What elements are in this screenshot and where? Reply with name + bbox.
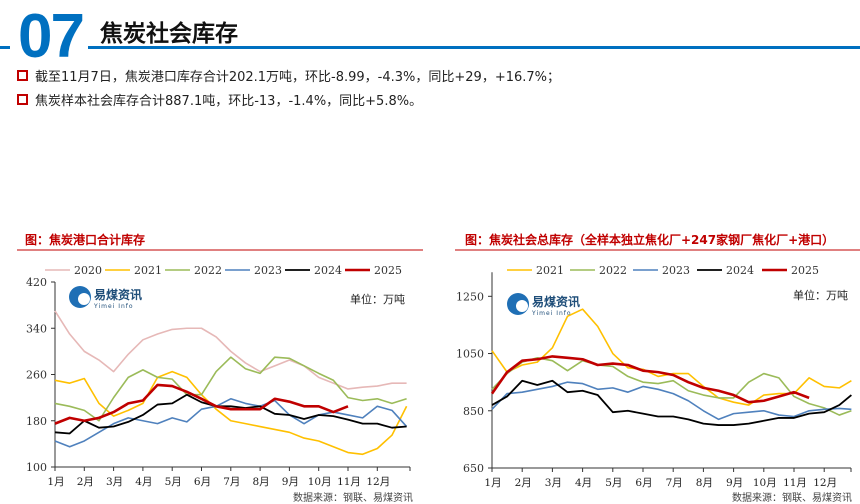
legend-label: 2020 bbox=[74, 264, 102, 277]
legend-label: 2021 bbox=[536, 264, 564, 277]
x-tick-label: 6月 bbox=[635, 477, 652, 489]
x-tick-label: 3月 bbox=[545, 477, 562, 489]
unit-label: 单位：万吨 bbox=[793, 288, 848, 302]
x-tick-label: 12月 bbox=[366, 476, 390, 488]
logo-subtext: Yimei Info bbox=[93, 303, 134, 310]
chart-title-left: 图：焦炭港口合计库存 bbox=[25, 233, 146, 247]
x-tick-label: 5月 bbox=[605, 477, 622, 489]
x-tick-label: 2月 bbox=[515, 477, 532, 489]
square-bullet-icon bbox=[17, 70, 28, 81]
square-bullet-icon bbox=[17, 94, 28, 105]
y-tick-label: 420 bbox=[26, 276, 47, 289]
y-tick-label: 850 bbox=[463, 405, 484, 418]
series-line-2021 bbox=[54, 370, 408, 456]
chart-title-right: 图：焦炭社会总库存（全样本独立焦化厂+247家钢厂焦化厂+港口） bbox=[465, 233, 835, 247]
y-tick-label: 260 bbox=[26, 369, 47, 382]
legend-label: 2025 bbox=[374, 264, 402, 277]
unit-label: 单位：万吨 bbox=[350, 292, 405, 306]
x-tick-label: 4月 bbox=[575, 477, 592, 489]
x-tick-label: 1月 bbox=[484, 477, 501, 489]
series-line-2024 bbox=[54, 393, 407, 435]
series-line-2021 bbox=[491, 308, 852, 406]
x-tick-label: 2月 bbox=[77, 476, 94, 488]
source-note-left: 数据来源：钢联、易煤资讯 bbox=[293, 493, 413, 504]
yimei-logo-icon bbox=[516, 300, 528, 312]
y-tick-label: 340 bbox=[26, 322, 47, 335]
series-line-2023 bbox=[54, 397, 408, 448]
x-tick-label: 4月 bbox=[135, 476, 152, 488]
x-tick-label: 9月 bbox=[726, 477, 743, 489]
x-tick-label: 5月 bbox=[165, 476, 182, 488]
legend-label: 2024 bbox=[726, 264, 754, 277]
x-tick-label: 12月 bbox=[813, 477, 837, 489]
legend-label: 2022 bbox=[599, 264, 627, 277]
legend-label: 2021 bbox=[134, 264, 162, 277]
y-tick-label: 650 bbox=[463, 462, 484, 475]
series-line-2024 bbox=[491, 379, 852, 426]
series-line-2022 bbox=[491, 357, 852, 416]
series-line-2020 bbox=[54, 310, 407, 390]
bullet-item: 焦炭样本社会库存合计887.1吨，环比-13，-1.4%，同比+5.8%。 bbox=[17, 90, 422, 109]
y-tick-label: 100 bbox=[26, 461, 47, 474]
header-divider bbox=[88, 46, 860, 49]
series-line-2025 bbox=[54, 383, 349, 425]
yimei-logo-icon bbox=[78, 293, 90, 305]
bullet-text: 截至11月7日，焦炭港口库存合计202.1万吨，环比-8.99，-4.3%，同比… bbox=[35, 70, 561, 85]
x-tick-label: 7月 bbox=[666, 477, 683, 489]
x-tick-label: 9月 bbox=[282, 476, 299, 488]
section-number: 07 bbox=[18, 2, 85, 71]
legend-label: 2025 bbox=[791, 264, 819, 277]
y-tick-label: 1250 bbox=[456, 290, 484, 303]
source-note-right: 数据来源：钢联、易煤资讯 bbox=[732, 493, 852, 504]
series-line-2023 bbox=[491, 381, 852, 421]
bullet-text: 焦炭样本社会库存合计887.1吨，环比-13，-1.4%，同比+5.8%。 bbox=[35, 94, 423, 109]
x-tick-label: 8月 bbox=[253, 476, 270, 488]
x-tick-label: 10月 bbox=[308, 476, 332, 488]
x-tick-label: 10月 bbox=[753, 477, 777, 489]
logo-subtext: Yimei Info bbox=[531, 310, 572, 317]
x-tick-label: 11月 bbox=[783, 477, 807, 489]
header-accent-bar bbox=[0, 46, 10, 49]
x-tick-label: 6月 bbox=[194, 476, 211, 488]
x-tick-label: 3月 bbox=[106, 476, 123, 488]
legend-label: 2023 bbox=[254, 264, 282, 277]
logo-text: 易煤资讯 bbox=[532, 294, 580, 309]
bullet-item: 截至11月7日，焦炭港口库存合计202.1万吨，环比-8.99，-4.3%，同比… bbox=[17, 66, 560, 85]
y-tick-label: 1050 bbox=[456, 348, 484, 361]
x-tick-label: 1月 bbox=[47, 476, 64, 488]
series-line-2022 bbox=[54, 356, 407, 422]
page-title: 焦炭社会库存 bbox=[100, 21, 238, 47]
x-tick-label: 11月 bbox=[337, 476, 361, 488]
logo-text: 易煤资讯 bbox=[94, 287, 142, 302]
x-tick-label: 7月 bbox=[223, 476, 240, 488]
legend-label: 2022 bbox=[194, 264, 222, 277]
y-tick-label: 180 bbox=[26, 415, 47, 428]
series-line-2025 bbox=[490, 355, 810, 404]
legend-label: 2023 bbox=[662, 264, 690, 277]
x-tick-label: 8月 bbox=[696, 477, 713, 489]
legend-label: 2024 bbox=[314, 264, 342, 277]
